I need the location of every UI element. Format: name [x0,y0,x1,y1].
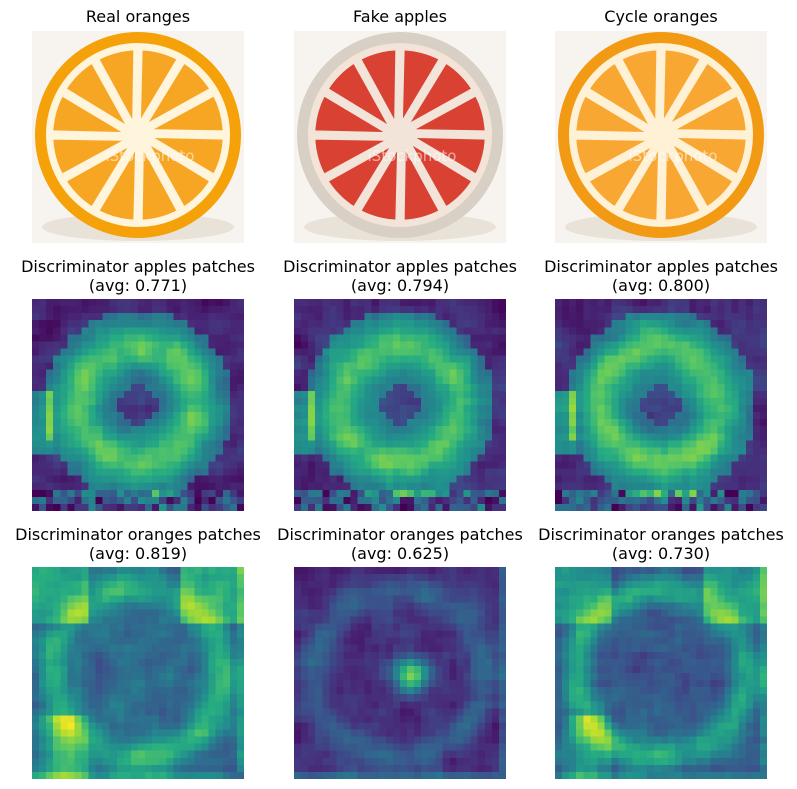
panel-title: Cycle oranges [515,7,797,26]
core [126,123,150,147]
photo-image: iStockphoto [555,31,767,243]
segment [145,135,226,177]
segment [407,135,488,177]
panel-title: Discriminator apples patches (avg: 0.800) [515,257,797,295]
watermark-text: iStockphoto [106,147,195,165]
segment [402,141,442,223]
heatmap-image [294,567,506,779]
panel-avg-label: (avg: 0.771) [88,276,188,295]
core [649,123,673,147]
segment [358,47,398,129]
fake-apple-photo: iStockphoto [294,31,506,243]
patch-heatmap [555,567,767,779]
segment [668,135,749,177]
segment [96,142,138,223]
segment [403,60,475,129]
patch-heatmap [555,299,767,511]
real-orange-photo: iStockphoto [32,31,244,243]
heatmap-image [555,567,767,779]
heatmap-image [32,567,244,779]
panel-title-line: Real oranges [85,7,191,26]
panel-avg-label: (avg: 0.800) [611,276,711,295]
panel-title: Discriminator oranges patches (avg: 0.625… [254,525,546,563]
segment [325,60,394,132]
segment [667,138,736,210]
segment [661,47,703,128]
segment [312,93,393,135]
segment [667,93,749,133]
segment [586,60,655,132]
photo-image: iStockphoto [294,31,506,243]
heatmap-image [555,299,767,511]
patch-heatmap [294,299,506,511]
segment [586,141,658,210]
watermark-text: iStockphoto [368,147,457,165]
segment [619,142,661,223]
segment [619,47,659,129]
panel-title-line: Discriminator apples patches [283,257,517,276]
panel-title-line: Discriminator oranges patches [538,525,784,544]
panel-title: Discriminator oranges patches (avg: 0.819… [0,525,284,563]
panel-title-line: Discriminator apples patches [544,257,778,276]
panel-avg-label: (avg: 0.819) [88,544,188,563]
segment [358,142,400,223]
heatmap-image [32,299,244,511]
segment [325,141,397,210]
panel-title-line: Discriminator oranges patches [277,525,523,544]
heatmap-image [294,299,506,511]
segment [664,60,736,129]
segment [138,47,180,128]
panel-title-line: Fake apples [353,7,447,26]
panel-avg-label: (avg: 0.794) [350,276,450,295]
photo-image: iStockphoto [32,31,244,243]
segment [50,93,131,135]
panel-title-line: Cycle oranges [604,7,718,26]
segment [573,137,655,177]
cycle-orange-photo: iStockphoto [555,31,767,243]
panel-avg-label: (avg: 0.625) [350,544,450,563]
panel-avg-label: (avg: 0.730) [611,544,711,563]
panel-title: Discriminator oranges patches (avg: 0.730… [515,525,797,563]
panel-title: Discriminator apples patches (avg: 0.771) [0,257,284,295]
segment [96,47,136,129]
panel-title: Fake apples [254,7,546,26]
segment [140,141,180,223]
panel-title: Real oranges [0,7,284,26]
segment [406,93,488,133]
segment [663,141,703,223]
segment [144,138,213,210]
segment [63,141,135,210]
core [388,123,412,147]
watermark-text: iStockphoto [629,147,718,165]
segment [400,47,442,128]
panel-title-line: Discriminator oranges patches [15,525,261,544]
panel-title-line: Discriminator apples patches [21,257,255,276]
patch-heatmap [32,567,244,779]
patch-heatmap [294,567,506,779]
panel-title: Discriminator apples patches (avg: 0.794) [254,257,546,295]
segment [144,93,226,133]
patch-heatmap [32,299,244,511]
segment [50,137,132,177]
segment [573,93,654,135]
segment [312,137,394,177]
segment [63,60,132,132]
segment [141,60,213,129]
segment [406,138,475,210]
